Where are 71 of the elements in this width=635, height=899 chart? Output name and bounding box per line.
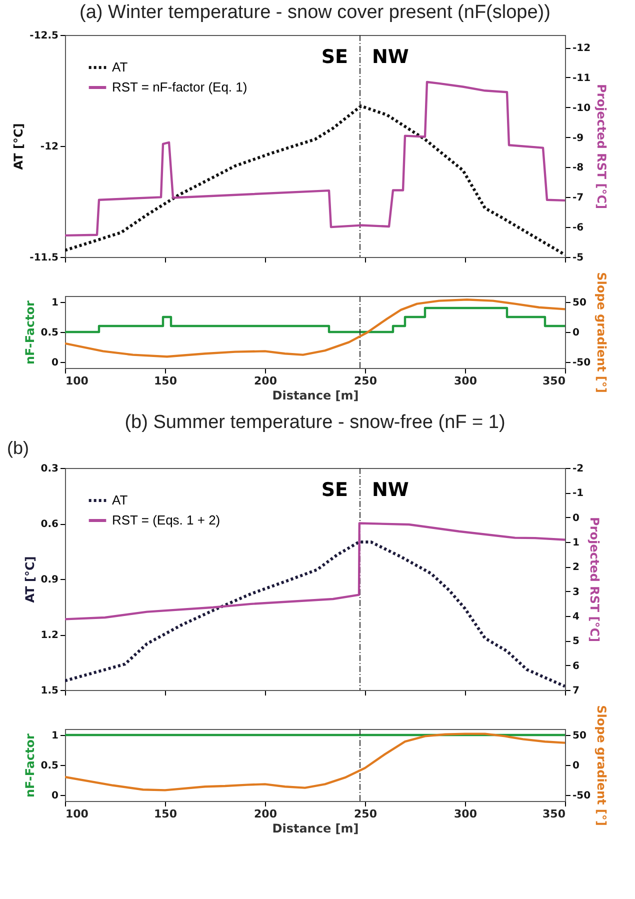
y2-tick-label: -2 [572, 464, 584, 474]
y2-tick-label: 50 [572, 730, 586, 742]
y2-tick-label: 0 [572, 760, 580, 772]
y2-tick-label: 50 [572, 298, 586, 308]
y2-tick-label: -6 [572, 222, 584, 234]
y-tick-label: -12 [40, 142, 59, 152]
legend-label: RST = (Eqs. 1 + 2) [112, 512, 220, 528]
x-axis-title: Distance [m] [272, 822, 359, 836]
y2-tick-label: -11 [572, 72, 591, 84]
y-axis-title: nF-Factor [22, 733, 37, 798]
x-tick-label: 300 [454, 808, 478, 820]
y-tick-label: 0.9 [40, 574, 59, 586]
x-tick-label: 100 [66, 374, 89, 388]
y-tick-label: 1 [52, 298, 59, 308]
legend-label: RST = nF-factor (Eq. 1) [112, 80, 248, 94]
x-tick-label: 150 [154, 808, 178, 820]
x-tick-label: 300 [454, 374, 478, 388]
y2-axis-title: Slope gradient [°] [594, 705, 609, 826]
y-tick-label: 0.3 [40, 464, 59, 474]
y2-axis-title: Projected RST [°C] [588, 517, 602, 642]
y2-tick-label: -9 [572, 132, 584, 144]
y2-tick-label: 5 [572, 636, 580, 648]
y2-tick-label: 0 [572, 328, 580, 338]
x-tick-label: 200 [254, 374, 278, 388]
y-tick-label: 0.6 [40, 519, 59, 530]
y2-tick-label: -12 [572, 43, 591, 54]
y2-tick-label: -1 [572, 488, 584, 500]
y-tick-label: 1.2 [40, 630, 59, 641]
y-axis-title: nF-Factor [22, 300, 37, 364]
y2-tick-label: 4 [572, 612, 580, 622]
chart-title: (a) Winter temperature - snow cover present (nF(slope)) [80, 2, 550, 23]
y2-tick-label: -50 [572, 358, 591, 368]
y-axis-title: AT [°C] [12, 123, 26, 170]
legend-label: AT [112, 492, 128, 508]
y-tick-label: 1 [52, 730, 59, 742]
text: (b) [7, 438, 29, 458]
y2-tick-label: -5 [572, 252, 584, 264]
annotation: SE [321, 479, 348, 501]
y-axis-title: AT [°C] [22, 556, 37, 603]
x-tick-label: 150 [154, 374, 178, 388]
y-tick-label: 1.5 [40, 686, 59, 696]
annotation: SE [321, 46, 348, 68]
y2-tick-label: -10 [572, 102, 591, 114]
chart-title: (b) Summer temperature - snow-free (nF = 1) [124, 412, 506, 433]
y2-tick-label: 7 [572, 686, 580, 696]
y2-tick-label: 1 [572, 538, 580, 548]
y-tick-label: -12.5 [30, 30, 59, 42]
y-tick-label: 0 [52, 790, 59, 802]
y2-tick-label: 2 [572, 562, 580, 574]
y2-tick-label: -50 [572, 790, 591, 802]
y2-tick-label: 0 [572, 512, 580, 524]
y2-axis-title: Projected RST [°C] [594, 84, 609, 209]
annotation: NW [372, 479, 409, 501]
x-tick-label: 350 [542, 808, 566, 820]
x-tick-label: 200 [254, 808, 278, 820]
x-tick-label: 350 [542, 374, 566, 388]
y2-tick-label: -8 [572, 162, 584, 174]
x-axis-title: Distance [m] [272, 388, 359, 402]
x-tick-label: 250 [354, 374, 378, 388]
x-tick-label: 250 [354, 808, 378, 820]
y-tick-label: 0.5 [40, 328, 59, 338]
y2-tick-label: 6 [572, 660, 580, 672]
y2-tick-label: -7 [572, 192, 584, 204]
y2-tick-label: 3 [572, 586, 580, 598]
y2-axis-title: Slope gradient [°] [594, 272, 609, 393]
y-tick-label: 0 [52, 358, 59, 368]
legend-label: AT [112, 60, 128, 74]
x-tick-label: 100 [66, 808, 89, 820]
y-tick-label: -11.5 [30, 252, 59, 264]
annotation: NW [372, 46, 409, 68]
y-tick-label: 0.5 [40, 760, 59, 772]
